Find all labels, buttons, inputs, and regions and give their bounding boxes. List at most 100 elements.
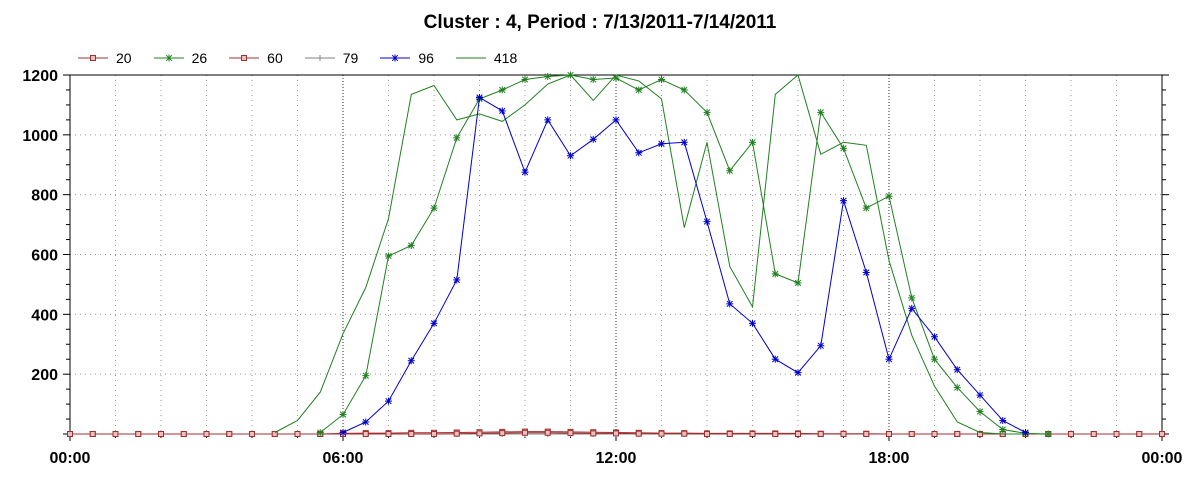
data-point-26 [1044, 430, 1052, 438]
data-point-60 [590, 430, 597, 437]
legend-label: 20 [116, 50, 132, 66]
data-point-96 [385, 397, 392, 405]
legend-label: 26 [191, 50, 208, 66]
data-point-26 [680, 86, 688, 94]
series-line-26 [319, 74, 1049, 435]
legend: 20 26 60 79 96 418 [78, 46, 539, 70]
data-point-26 [430, 204, 438, 212]
data-point-60 [431, 431, 437, 437]
data-point-26 [885, 192, 893, 200]
data-point-26 [953, 384, 961, 392]
legend-marker [165, 54, 173, 62]
data-point-26 [567, 71, 574, 79]
y-tick-label: 800 [31, 188, 58, 205]
data-point-60 [681, 430, 688, 437]
data-point-96 [567, 152, 574, 160]
data-point-26 [908, 294, 916, 302]
y-tick-label: 200 [31, 367, 58, 384]
data-point-60 [795, 431, 801, 437]
data-point-96 [612, 116, 620, 124]
data-point-96 [407, 357, 415, 365]
data-point-96 [498, 107, 506, 115]
x-tick-label: 00:00 [1142, 450, 1183, 467]
legend-swatch [455, 57, 486, 59]
data-point-60 [294, 431, 301, 437]
data-point-60 [112, 431, 119, 437]
data-point-26 [544, 72, 552, 80]
data-point-26 [976, 408, 984, 416]
x-tick-label: 00:00 [50, 450, 91, 467]
data-point-26 [635, 86, 643, 94]
data-point-60 [1113, 431, 1120, 437]
data-point-60 [635, 430, 642, 437]
data-point-60 [1090, 431, 1097, 437]
data-point-26 [840, 144, 847, 152]
data-point-26 [453, 134, 461, 142]
data-point-60 [1068, 431, 1074, 437]
data-point-60 [89, 431, 96, 437]
data-point-60 [863, 431, 870, 437]
data-point-26 [794, 279, 802, 287]
data-point-96 [476, 93, 483, 101]
data-point-96 [339, 429, 347, 437]
data-point-26 [862, 204, 870, 212]
data-point-96 [589, 135, 597, 143]
series-line-418 [274, 74, 1026, 435]
data-point-96 [521, 168, 529, 176]
data-point-96 [885, 355, 893, 363]
data-point-26 [362, 372, 370, 380]
legend-label: 96 [418, 50, 434, 66]
data-point-26 [612, 74, 620, 82]
legend-item-79: 79 [304, 50, 358, 66]
data-point-60 [840, 431, 847, 437]
y-tick-label: 1000 [22, 128, 58, 145]
legend-label: 418 [493, 50, 518, 66]
data-point-60 [726, 431, 733, 437]
data-point-96 [953, 366, 961, 374]
legend-item-26: 26 [153, 50, 208, 66]
data-point-60 [158, 431, 164, 437]
data-point-26 [521, 75, 529, 83]
legend-item-20: 20 [78, 50, 132, 66]
data-point-60 [226, 431, 233, 437]
data-point-96 [840, 197, 847, 205]
data-point-26 [589, 75, 597, 83]
legend-label: 60 [267, 50, 283, 66]
legend-swatch [304, 55, 335, 61]
data-point-26 [498, 86, 506, 94]
data-point-60 [772, 431, 779, 437]
x-tick-label: 18:00 [869, 450, 910, 467]
chart-title: Cluster : 4, Period : 7/13/2011-7/14/201… [423, 12, 777, 33]
data-point-96 [430, 319, 438, 327]
data-point-26 [749, 138, 756, 146]
data-point-60 [271, 431, 278, 437]
data-point-96 [771, 355, 779, 363]
data-point-60 [499, 430, 506, 437]
data-point-60 [408, 431, 415, 437]
data-point-96 [999, 417, 1007, 425]
data-point-60 [453, 430, 460, 437]
data-point-96 [976, 391, 984, 399]
data-point-96 [862, 268, 870, 276]
data-point-26 [817, 108, 825, 116]
data-point-60 [658, 430, 665, 437]
legend-item-60: 60 [229, 50, 283, 66]
data-point-60 [362, 431, 369, 437]
data-point-60 [67, 431, 73, 437]
data-point-96 [703, 218, 711, 226]
x-tick-label: 06:00 [323, 450, 364, 467]
data-point-26 [316, 429, 324, 437]
legend-item-418: 418 [455, 50, 518, 66]
data-point-26 [407, 242, 415, 250]
y-tick-label: 1200 [22, 68, 58, 85]
data-point-60 [1136, 431, 1143, 437]
data-point-96 [680, 138, 688, 146]
data-point-60 [954, 431, 961, 437]
data-point-26 [339, 411, 347, 419]
data-point-60 [180, 431, 187, 437]
data-point-26 [385, 252, 392, 260]
data-point-26 [931, 355, 938, 363]
legend-marker [241, 55, 248, 61]
data-point-60 [135, 431, 142, 437]
